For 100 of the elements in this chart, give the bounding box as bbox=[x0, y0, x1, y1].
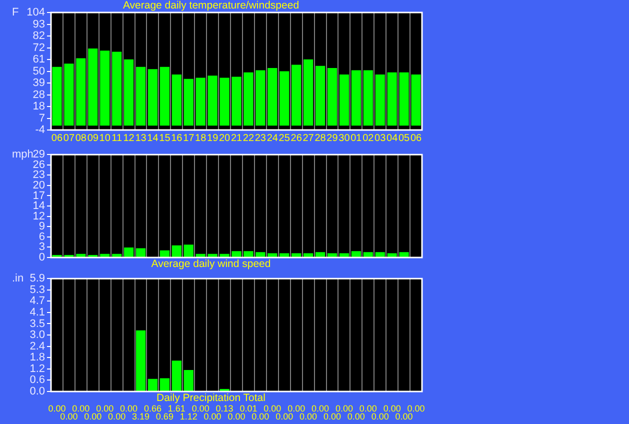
x-tick-label: 12 bbox=[123, 132, 135, 144]
data-label: 0.00 bbox=[84, 411, 102, 422]
data-label: 0.13 bbox=[216, 403, 234, 414]
y-tick-label: 3.5 bbox=[30, 318, 45, 330]
x-tick-label: 01 bbox=[350, 132, 362, 144]
y-tick-label: 61 bbox=[32, 54, 45, 66]
data-label: 0.69 bbox=[156, 411, 174, 422]
data-label: 0.00 bbox=[264, 403, 282, 414]
y-tick-label: 4.7 bbox=[30, 295, 45, 308]
y-tick-label: 1.2 bbox=[30, 362, 45, 375]
data-label: 0.00 bbox=[395, 411, 413, 422]
text: Average daily wind speed bbox=[151, 258, 271, 270]
x-tick-label: 27 bbox=[302, 132, 314, 144]
y-tick-label: 26 bbox=[32, 158, 45, 171]
y-tick-label: 5.3 bbox=[30, 284, 45, 296]
y-tick-label: 28 bbox=[32, 88, 45, 101]
x-tick-label: 11 bbox=[112, 132, 122, 144]
data-label: 1.61 bbox=[168, 403, 186, 414]
data-label: 0.00 bbox=[300, 411, 318, 422]
data-label: 0.00 bbox=[407, 403, 425, 414]
x-tick-label: 07 bbox=[63, 132, 75, 144]
x-tick-label: 13 bbox=[135, 132, 147, 144]
data-label: 0.00 bbox=[288, 403, 306, 414]
y-tick-label: 1.8 bbox=[30, 352, 45, 364]
x-tick-label: 21 bbox=[230, 132, 242, 144]
x-tick-label: 28 bbox=[314, 132, 326, 144]
data-label: 0.00 bbox=[48, 403, 66, 414]
y-tick-label: 17 bbox=[32, 190, 45, 202]
y-tick-label: 104 bbox=[26, 6, 45, 19]
text: Daily Precipitation Total bbox=[156, 392, 266, 404]
data-label: 0.00 bbox=[347, 411, 365, 422]
x-tick-label: 14 bbox=[147, 132, 159, 144]
x-tick-label: 09 bbox=[87, 132, 99, 144]
y-tick-label: 29 bbox=[32, 148, 45, 161]
x-tick-label: 20 bbox=[218, 132, 231, 144]
y-tick-label: 3 bbox=[38, 241, 45, 254]
data-label: 3.19 bbox=[132, 411, 150, 422]
data-label: 0.00 bbox=[323, 411, 342, 422]
x-tick-label: 02 bbox=[362, 132, 374, 144]
y-tick-label: 23 bbox=[32, 169, 45, 182]
y-tick-label: 0 bbox=[38, 251, 45, 264]
y-tick-label: 3.0 bbox=[30, 329, 45, 342]
data-label: 0.00 bbox=[252, 411, 270, 422]
data-label: 0.00 bbox=[204, 411, 222, 422]
y-tick-label: 39 bbox=[32, 77, 45, 90]
y-tick-label: 7 bbox=[38, 112, 45, 124]
y-tick-label: 93 bbox=[32, 18, 45, 30]
x-tick-label: 18 bbox=[195, 132, 207, 144]
x-tick-label: 16 bbox=[171, 132, 183, 144]
x-tick-label: 15 bbox=[159, 132, 171, 144]
y-tick-label: 18 bbox=[32, 100, 45, 113]
data-label: 0.00 bbox=[335, 403, 353, 414]
data-label: 0.00 bbox=[276, 411, 294, 422]
x-tick-label: 10 bbox=[99, 132, 111, 144]
data-label: 0.00 bbox=[228, 411, 246, 422]
y-tick-label: 82 bbox=[32, 30, 45, 42]
data-label: 1.12 bbox=[180, 411, 198, 422]
x-tick-label: 17 bbox=[183, 132, 195, 144]
y-tick-label: 2.4 bbox=[30, 340, 45, 352]
y-tick-label: 4.1 bbox=[30, 306, 45, 318]
x-tick-label: 19 bbox=[207, 132, 219, 144]
x-tick-label: 25 bbox=[278, 132, 290, 144]
data-label: 0.01 bbox=[240, 403, 258, 414]
y-tick-label: 0.0 bbox=[30, 385, 45, 398]
data-label: 0.00 bbox=[120, 403, 138, 414]
x-tick-label: 06 bbox=[410, 132, 422, 144]
y-tick-label: 72 bbox=[32, 42, 45, 54]
x-tick-label: 05 bbox=[398, 132, 410, 144]
y-axis-title: .in bbox=[12, 272, 24, 285]
data-label: 0.00 bbox=[359, 403, 377, 414]
data-label: 0.00 bbox=[60, 411, 78, 422]
y-tick-label: 20 bbox=[32, 179, 45, 192]
y-tick-label: 5.9 bbox=[30, 272, 45, 285]
data-label: 0.00 bbox=[383, 403, 401, 414]
x-tick-label: 26 bbox=[290, 132, 302, 144]
y-tick-label: 0.6 bbox=[30, 374, 45, 386]
x-tick-label: 22 bbox=[242, 132, 254, 144]
data-label: 0.00 bbox=[192, 403, 210, 414]
data-label: 0.00 bbox=[312, 403, 330, 414]
data-label: 0.66 bbox=[144, 403, 162, 414]
chart-title: Average daily temperature/windspeed bbox=[122, 0, 300, 12]
y-tick-label: 6 bbox=[38, 230, 45, 243]
y-tick-label: 14 bbox=[32, 200, 45, 212]
x-tick-label: 30 bbox=[338, 132, 350, 144]
x-tick-label: 08 bbox=[75, 132, 87, 144]
y-axis-title: F bbox=[12, 6, 19, 19]
data-label: 0.00 bbox=[96, 403, 114, 414]
y-axis-title: mph bbox=[12, 148, 34, 161]
x-tick-label: 04 bbox=[386, 132, 398, 144]
x-tick-label: 29 bbox=[326, 132, 338, 144]
data-label: 0.00 bbox=[371, 411, 389, 422]
y-tick-label: 50 bbox=[32, 65, 45, 78]
x-tick-label: 06 bbox=[51, 132, 63, 144]
y-tick-label: 12 bbox=[32, 210, 45, 222]
x-tick-label: 03 bbox=[374, 132, 386, 144]
data-label: 0.00 bbox=[72, 403, 90, 414]
x-tick-label: 24 bbox=[266, 132, 278, 144]
x-tick-label: 23 bbox=[254, 132, 266, 144]
data-label: 0.00 bbox=[108, 411, 126, 422]
y-tick-label: 9 bbox=[38, 220, 45, 233]
